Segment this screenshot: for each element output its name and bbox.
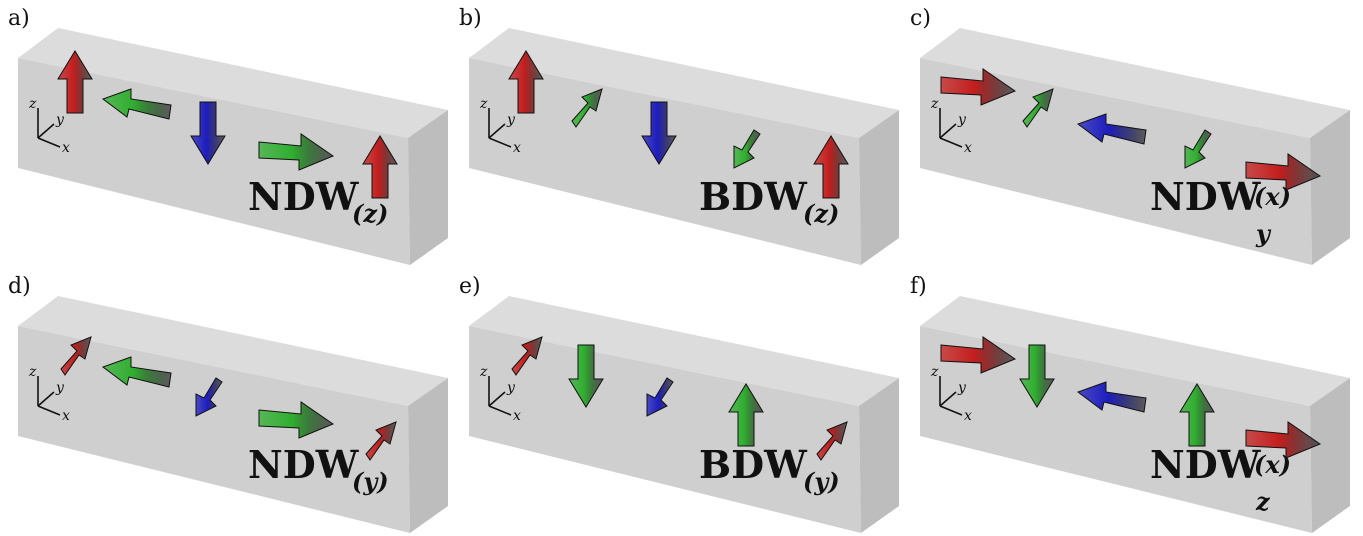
box-top-face bbox=[469, 28, 899, 138]
spin-arrow-blue-front bbox=[646, 377, 674, 417]
spin-arrow-green-left bbox=[101, 88, 172, 120]
spin-arrow-red-back bbox=[365, 421, 397, 461]
panel-letter: d) bbox=[8, 274, 31, 299]
spin-arrow-red-up bbox=[813, 135, 849, 199]
domain-wall-label: NDW bbox=[1150, 174, 1262, 219]
spin-arrow-red-right bbox=[940, 336, 1017, 374]
box-front-face bbox=[920, 58, 1312, 265]
axis-y-label: y bbox=[957, 112, 967, 128]
axis-z-label: z bbox=[28, 96, 37, 112]
spin-arrow-blue-left bbox=[1076, 113, 1147, 145]
panel-letter: f) bbox=[910, 274, 927, 299]
axis-y-label: y bbox=[55, 112, 65, 128]
axis-x-label: x bbox=[513, 140, 521, 156]
box-front-face bbox=[18, 326, 410, 533]
spin-arrow-green-up bbox=[728, 383, 764, 447]
spin-arrow-green-right bbox=[258, 401, 335, 439]
domain-wall-superscript: (x) bbox=[1254, 182, 1291, 211]
spin-arrow-red-back bbox=[816, 421, 848, 461]
domain-wall-label: NDW bbox=[248, 174, 360, 219]
spin-arrow-blue-left bbox=[1076, 381, 1147, 413]
axes-icon: z xy bbox=[930, 96, 972, 156]
domain-wall-subscript: z bbox=[1255, 487, 1271, 516]
box-top-face bbox=[920, 296, 1350, 406]
box-front-face bbox=[18, 58, 410, 265]
spin-arrow-red-up bbox=[362, 135, 398, 199]
domain-wall-superscript: (y) bbox=[352, 467, 389, 496]
box-top-face bbox=[469, 296, 899, 406]
domain-wall-subscript: y bbox=[1255, 219, 1272, 248]
box-front-face bbox=[920, 326, 1312, 533]
panel-letter: a) bbox=[8, 6, 30, 31]
box-side-face bbox=[859, 110, 899, 265]
axis-y-label: y bbox=[506, 112, 516, 128]
spin-arrow-red-right bbox=[940, 68, 1017, 106]
box-top-face bbox=[18, 28, 448, 138]
box-top-face bbox=[18, 296, 448, 406]
domain-wall-label: BDW bbox=[699, 174, 808, 219]
spin-arrow-red-up bbox=[508, 50, 544, 114]
axis-x-label: x bbox=[62, 140, 70, 156]
domain-wall-superscript: (z) bbox=[352, 199, 388, 228]
panel-letter: e) bbox=[459, 274, 481, 299]
panel-2: b) z xy BDW(z) bbox=[459, 6, 899, 265]
axes-icon: z xy bbox=[28, 96, 70, 156]
spin-arrow-blue-down bbox=[190, 101, 226, 165]
spin-arrow-green-down bbox=[568, 344, 604, 408]
domain-wall-label: NDW bbox=[248, 442, 360, 487]
axis-y-label: y bbox=[957, 380, 967, 396]
box-front-face bbox=[469, 326, 861, 533]
box-front-face bbox=[469, 58, 861, 265]
axis-z-label: z bbox=[930, 364, 939, 380]
spin-arrow-green-back bbox=[1022, 88, 1054, 128]
domain-wall-superscript: (y) bbox=[803, 467, 840, 496]
spin-arrow-green-down bbox=[1019, 344, 1055, 408]
spin-arrow-blue-front bbox=[195, 377, 223, 417]
axis-x-label: x bbox=[513, 408, 521, 424]
box-side-face bbox=[408, 110, 448, 265]
spin-arrow-green-back bbox=[571, 88, 603, 128]
axis-z-label: z bbox=[930, 96, 939, 112]
panel-letter: c) bbox=[910, 6, 931, 31]
axis-z-label: z bbox=[479, 96, 488, 112]
axes-icon: z xy bbox=[479, 364, 521, 424]
spin-arrow-green-front bbox=[733, 129, 761, 169]
spin-arrow-red-back bbox=[511, 336, 543, 376]
axis-x-label: x bbox=[964, 140, 972, 156]
axes-icon: z xy bbox=[479, 96, 521, 156]
panel-4: d) z xy NDW(y) bbox=[8, 274, 448, 533]
box-side-face bbox=[1310, 110, 1350, 265]
axis-z-label: z bbox=[28, 364, 37, 380]
spin-arrow-green-front bbox=[1184, 129, 1212, 169]
spin-arrow-green-left bbox=[101, 356, 172, 388]
spin-arrow-red-back bbox=[60, 336, 92, 376]
axes-icon: z xy bbox=[930, 364, 972, 424]
axes-icon: z xy bbox=[28, 364, 70, 424]
panel-letter: b) bbox=[459, 6, 482, 31]
spin-arrow-red-right bbox=[1245, 421, 1322, 459]
axis-x-label: x bbox=[62, 408, 70, 424]
spin-arrow-red-right bbox=[1245, 153, 1322, 191]
domain-wall-superscript: (x) bbox=[1254, 450, 1291, 479]
box-top-face bbox=[920, 28, 1350, 138]
spin-arrow-red-up bbox=[57, 50, 93, 114]
axis-y-label: y bbox=[506, 380, 516, 396]
domain-wall-label: NDW bbox=[1150, 442, 1262, 487]
panel-1: a) z xy NDW(z) bbox=[8, 6, 448, 265]
spin-arrow-green-up bbox=[1179, 383, 1215, 447]
panel-6: f) z xy NDW(x) z bbox=[910, 274, 1350, 533]
axis-y-label: y bbox=[55, 380, 65, 396]
axis-x-label: x bbox=[964, 408, 972, 424]
box-side-face bbox=[408, 378, 448, 533]
spin-arrow-green-right bbox=[258, 133, 335, 171]
domain-wall-label: BDW bbox=[699, 442, 808, 487]
axis-z-label: z bbox=[479, 364, 488, 380]
domain-wall-superscript: (z) bbox=[803, 199, 839, 228]
box-side-face bbox=[859, 378, 899, 533]
panel-5: e) z xy BDW(y) bbox=[459, 274, 899, 533]
spin-arrow-blue-down bbox=[641, 101, 677, 165]
box-side-face bbox=[1310, 378, 1350, 533]
